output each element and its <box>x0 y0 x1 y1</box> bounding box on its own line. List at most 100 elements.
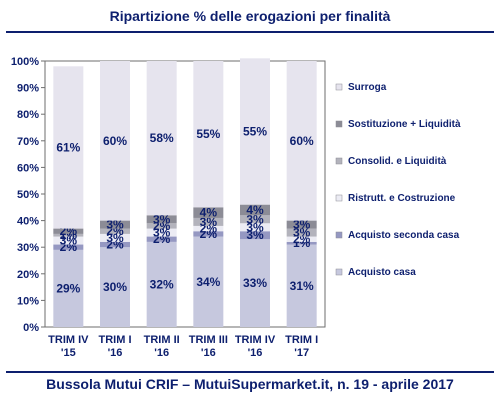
bar-segment <box>240 215 270 224</box>
legend-label: Acquisto casa <box>348 267 416 278</box>
bar-segment <box>240 231 270 240</box>
data-label: 4% <box>200 206 218 220</box>
bar-segment <box>240 204 270 216</box>
legend-label: Acquisto seconda casa <box>348 230 460 241</box>
y-tick-label: 40% <box>17 216 39 228</box>
legend-swatch <box>335 194 343 202</box>
x-tick-label: TRIM I <box>285 334 318 346</box>
bar-segment <box>53 228 84 234</box>
data-label: 32% <box>150 277 174 291</box>
x-tick-label: '17 <box>294 347 309 359</box>
bar-segment <box>146 236 177 242</box>
bar-segment <box>100 233 130 242</box>
y-tick-label: 70% <box>17 136 39 148</box>
data-label: 60% <box>290 134 314 148</box>
bar-segment <box>146 228 177 237</box>
bar-segment <box>240 58 270 205</box>
data-label: 61% <box>56 140 80 154</box>
bar-segment <box>53 233 84 237</box>
y-tick-label: 80% <box>17 109 39 121</box>
data-label: 3% <box>106 218 124 232</box>
data-label: 31% <box>290 279 314 293</box>
data-label: 3% <box>293 226 311 240</box>
x-tick-label: '16 <box>201 347 216 359</box>
bar-segment <box>240 239 270 327</box>
y-tick-label: 30% <box>17 242 39 254</box>
bar-segment <box>146 223 177 229</box>
data-label: 3% <box>153 226 171 240</box>
bar-segment <box>53 66 84 229</box>
chart-title: Ripartizione % delle erogazioni per fina… <box>109 8 391 24</box>
legend-swatch <box>335 231 343 239</box>
bar-segment <box>286 244 317 327</box>
x-tick-label: '15 <box>61 347 76 359</box>
bar-segment <box>100 247 130 327</box>
data-label: 29% <box>56 281 80 295</box>
bar-segment <box>286 236 317 242</box>
y-tick-label: 90% <box>17 83 39 95</box>
bar-segment <box>240 223 270 232</box>
bar-segment <box>146 61 177 216</box>
data-label: 3% <box>106 231 124 245</box>
bar-segment <box>100 61 130 221</box>
data-label: 58% <box>150 131 174 145</box>
x-tick-label: TRIM IV <box>48 334 89 346</box>
bar-segment <box>53 236 84 245</box>
bar-segment <box>193 225 224 232</box>
bar-segment <box>193 61 224 208</box>
x-tick-label: TRIM IV <box>235 334 276 346</box>
bar-segment <box>146 215 177 224</box>
y-tick-label: 50% <box>17 189 39 201</box>
data-label: 55% <box>196 127 220 141</box>
source-footer: Bussola Mutui CRIF – MutuiSupermarket.it… <box>46 376 454 392</box>
bar-segment <box>100 228 130 234</box>
x-tick-label: TRIM II <box>144 334 180 346</box>
y-tick-label: 0% <box>23 322 39 334</box>
bar-segment <box>193 236 224 327</box>
plot-area <box>44 60 326 328</box>
bar-segment <box>193 207 224 218</box>
legend-label: Consolid. e Liquidità <box>348 156 447 167</box>
bar-segment <box>100 241 130 248</box>
bar-segment <box>53 249 84 327</box>
bar-segment <box>53 244 84 250</box>
data-label: 4% <box>246 203 264 217</box>
data-label: 3% <box>200 215 218 229</box>
data-label: 55% <box>243 124 267 138</box>
bar-segment <box>286 220 317 229</box>
data-label: 3% <box>246 212 264 226</box>
x-tick-label: '16 <box>108 347 123 359</box>
bar-segment <box>146 241 177 327</box>
bar-segment <box>193 231 224 237</box>
x-tick-label: '16 <box>154 347 169 359</box>
y-tick-label: 100% <box>11 56 39 68</box>
data-label: 33% <box>243 276 267 290</box>
bar-segment <box>286 61 317 221</box>
x-tick-label: TRIM I <box>99 334 132 346</box>
legend-label: Ristrutt. e Costruzione <box>348 193 456 204</box>
data-label: 3% <box>153 212 171 226</box>
legend-label: Sostituzione + Liquidità <box>348 119 461 130</box>
y-tick-label: 60% <box>17 162 39 174</box>
x-tick-label: '16 <box>248 347 263 359</box>
data-label: 60% <box>103 134 127 148</box>
data-label: 3% <box>246 220 264 234</box>
footer-divider <box>6 371 494 373</box>
legend-swatch <box>335 120 343 128</box>
y-tick-label: 20% <box>17 269 39 281</box>
data-label: 34% <box>196 275 220 289</box>
legend-swatch <box>335 268 343 276</box>
data-label: 3% <box>60 234 78 248</box>
legend-label: Surroga <box>348 82 387 93</box>
bar-segment <box>286 228 317 237</box>
x-tick-label: TRIM III <box>189 334 228 346</box>
bar-segment <box>193 217 224 226</box>
legend-swatch <box>335 83 343 91</box>
data-label: 30% <box>103 280 127 294</box>
y-tick-label: 10% <box>17 295 39 307</box>
data-label: 3% <box>246 228 264 242</box>
title-divider <box>6 31 494 33</box>
bar-segment <box>286 241 317 245</box>
legend-swatch <box>335 157 343 165</box>
